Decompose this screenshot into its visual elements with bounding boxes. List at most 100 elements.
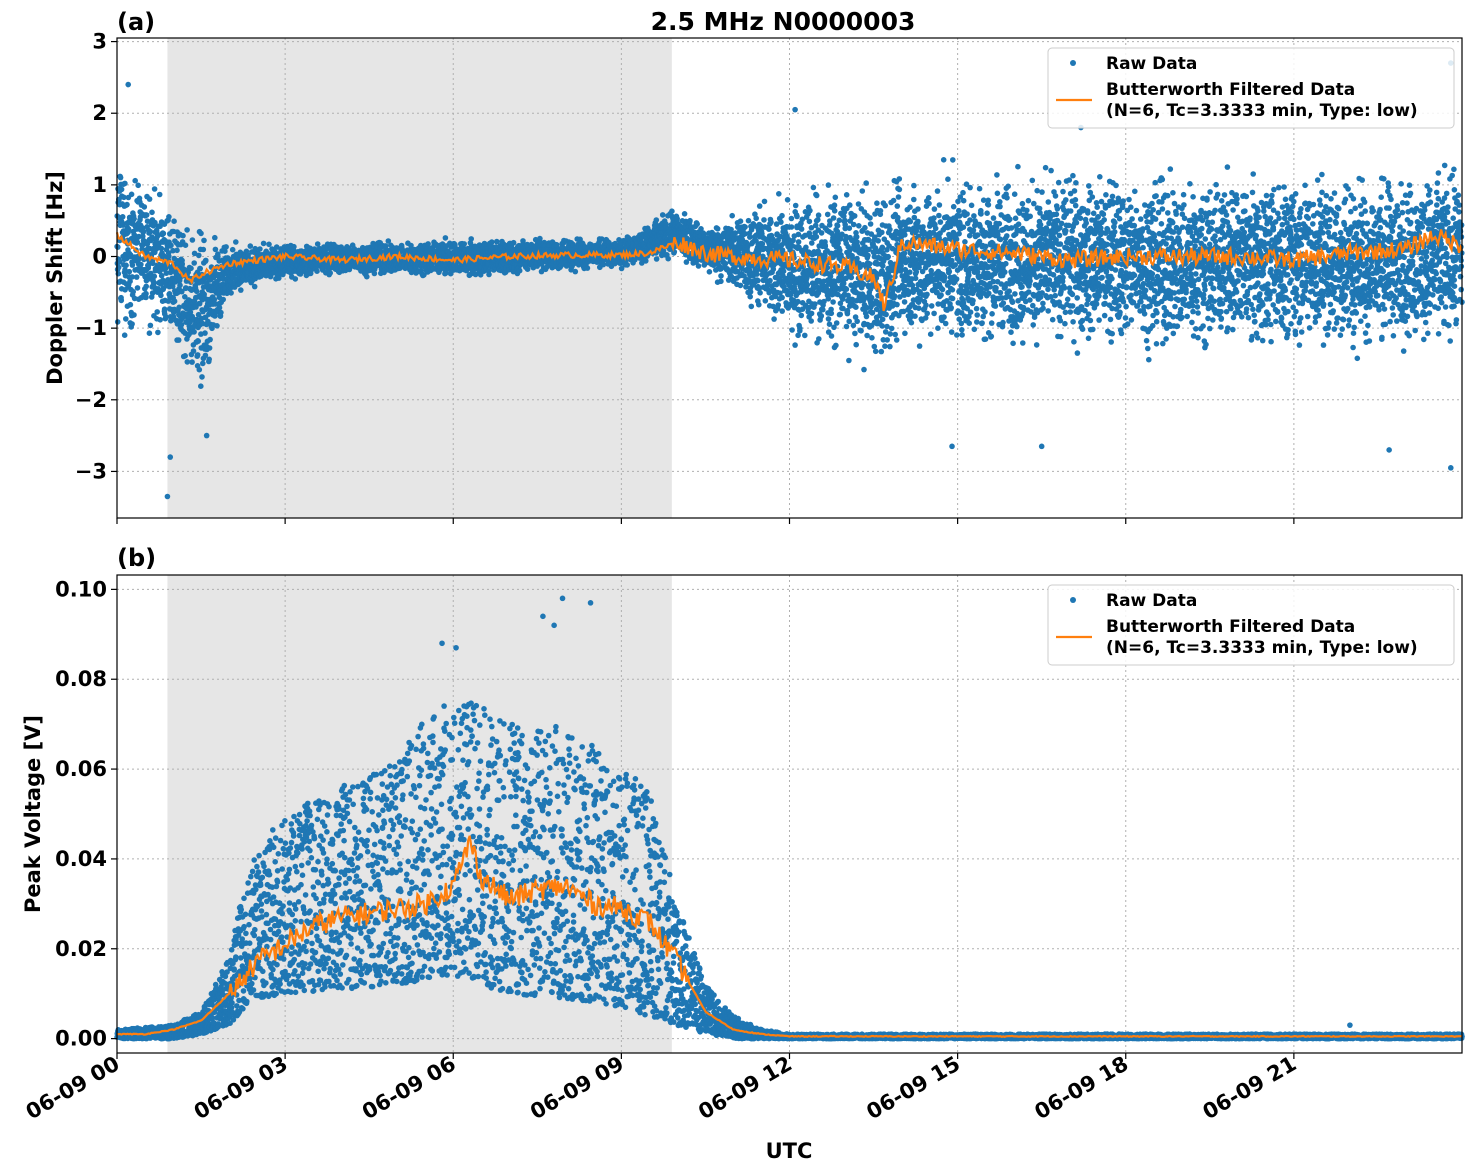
raw-data-point [830,299,836,305]
raw-data-point [828,310,835,317]
raw-data-point [184,227,190,233]
raw-data-point [798,226,805,232]
raw-data-point [854,318,860,325]
raw-data-point [788,224,795,230]
raw-data-point [816,336,822,342]
raw-data-point [121,194,127,201]
raw-data-point [489,239,495,245]
raw-data-point [143,212,150,218]
raw-data-point [669,208,675,214]
raw-data-point [776,191,782,197]
raw-data-point [201,237,207,244]
raw-data-point [122,267,128,273]
raw-data-point [252,245,258,252]
raw-data-point [238,287,244,293]
raw-data-point [771,316,777,322]
raw-data-point [198,383,204,390]
raw-data-point [828,333,835,339]
raw-data-point [756,203,763,209]
raw-data-point [138,261,144,268]
raw-data-point [158,272,165,279]
raw-data-point [195,311,202,318]
raw-data-point [788,215,795,222]
raw-data-point [220,276,227,282]
raw-data-point [132,177,138,184]
raw-data-point [117,174,124,181]
raw-data-point [180,232,186,239]
raw-data-point [201,291,207,298]
raw-data-point [199,374,205,380]
raw-data-point [147,322,154,329]
raw-data-point [755,277,761,284]
raw-data-point [806,218,813,225]
raw-data-point [808,310,815,317]
raw-data-point [327,270,334,276]
raw-data-point [779,294,785,301]
raw-data-point [178,321,185,328]
raw-data-point [836,217,843,224]
raw-data-point [846,225,853,231]
raw-data-point [812,301,818,307]
raw-data-point [206,356,212,363]
raw-data-point [177,282,183,289]
raw-data-point [202,330,208,336]
raw-data-point [757,290,763,296]
raw-data-point [671,249,678,255]
raw-data-point [129,274,135,280]
raw-data-point [218,309,224,316]
raw-data-point [134,239,141,245]
raw-data-point [260,240,267,247]
raw-data-point [846,318,852,325]
raw-data-point [140,228,147,235]
raw-data-point [510,239,517,246]
raw-data-point [753,215,759,222]
raw-data-point [659,212,666,218]
raw-data-point [143,283,149,290]
raw-data-point [200,246,207,253]
raw-data-point [825,316,832,322]
raw-data-point [123,316,129,322]
raw-data-point [742,224,748,230]
raw-data-point [195,338,201,345]
raw-data-point [155,329,161,336]
raw-data-point [694,221,700,227]
raw-data-point [643,258,649,264]
raw-data-point [157,317,163,323]
raw-data-point [141,204,148,210]
raw-data-point [115,270,122,277]
raw-data-point [795,298,801,305]
raw-data-point [442,235,449,241]
raw-data-point [117,259,123,265]
raw-data-point [813,192,820,199]
raw-data-point [119,214,126,220]
raw-data-point [129,262,136,268]
raw-data-point [144,241,151,247]
raw-data-point [200,360,206,367]
raw-data-point [266,241,272,248]
raw-data-point [157,223,163,230]
raw-data-point [815,212,822,218]
raw-data-point [809,240,815,246]
raw-data-point [212,234,218,241]
raw-data-point [792,202,799,209]
raw-data-point [126,268,133,275]
raw-data-point [134,285,141,291]
raw-data-point [795,239,802,245]
raw-data-point [130,288,136,295]
raw-data-point [858,328,864,334]
raw-data-point [168,318,174,324]
raw-data-point [191,250,198,257]
raw-data-point [665,255,671,262]
raw-data-point [747,289,754,295]
raw-data-point [211,296,218,303]
raw-data-point [779,308,785,314]
raw-data-point [189,237,196,243]
raw-data-point [122,180,128,187]
panel-a-label: (a) [117,8,155,36]
raw-data-point [745,217,752,224]
raw-data-point [468,236,475,242]
raw-data-point [151,279,157,286]
raw-data-point [151,273,158,280]
raw-data-point [291,243,297,250]
